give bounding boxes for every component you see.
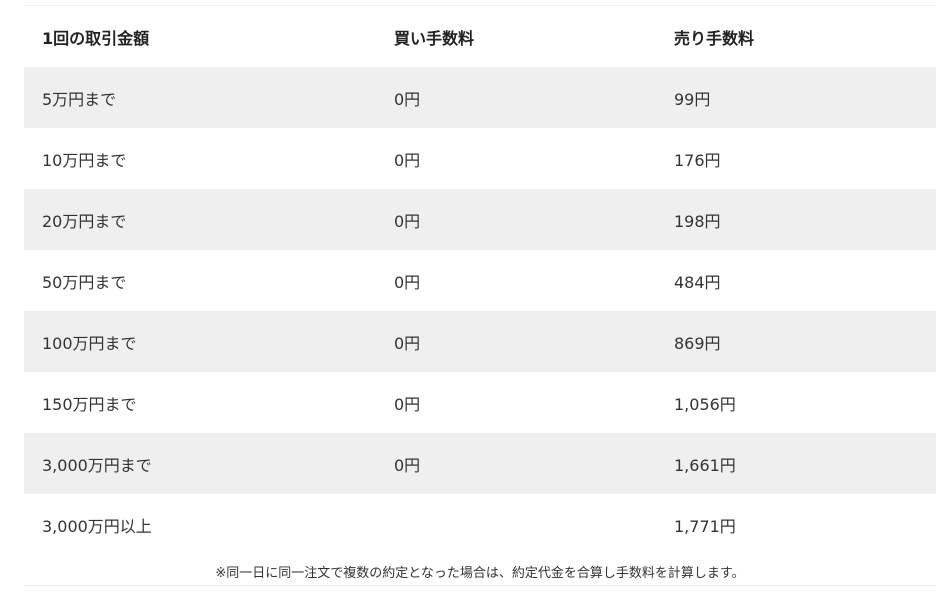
table-row: 100万円まで 0円 869円	[24, 311, 936, 372]
cell-trade-amount: 100万円まで	[42, 333, 137, 353]
cell-buy-fee: 0円	[394, 150, 421, 170]
cell-trade-amount: 10万円まで	[42, 150, 127, 170]
table-header-row: 1回の取引金額 買い手数料 売り手数料	[24, 6, 936, 67]
table-row: 20万円まで 0円 198円	[24, 189, 936, 250]
cell-sell-fee: 198円	[674, 211, 721, 231]
header-sell-fee: 売り手数料	[674, 28, 755, 48]
table-row: 5万円まで 0円 99円	[24, 67, 936, 128]
cell-trade-amount: 50万円まで	[42, 272, 127, 292]
cell-sell-fee: 1,056円	[674, 394, 736, 414]
cell-trade-amount: 5万円まで	[42, 89, 117, 109]
cell-sell-fee: 1,771円	[674, 516, 736, 536]
cell-trade-amount: 3,000万円以上	[42, 516, 152, 536]
cell-buy-fee: 0円	[394, 333, 421, 353]
cell-sell-fee: 869円	[674, 333, 721, 353]
cell-sell-fee: 1,661円	[674, 455, 736, 475]
cell-buy-fee: 0円	[394, 211, 421, 231]
cell-buy-fee	[376, 494, 656, 555]
table-row: 50万円まで 0円 484円	[24, 250, 936, 311]
cell-buy-fee: 0円	[394, 455, 421, 475]
cell-sell-fee: 176円	[674, 150, 721, 170]
divider	[24, 585, 936, 586]
header-trade-amount: 1回の取引金額	[42, 28, 150, 48]
cell-sell-fee: 99円	[674, 89, 711, 109]
fee-table-container: 1回の取引金額 買い手数料 売り手数料 5万円まで 0円 99円 10万円まで 0円 17…	[24, 5, 936, 555]
table-row: 3,000万円以上 1,771円	[24, 494, 936, 555]
header-buy-fee: 買い手数料	[394, 28, 475, 48]
fee-table: 1回の取引金額 買い手数料 売り手数料 5万円まで 0円 99円 10万円まで 0円 17…	[24, 6, 936, 555]
cell-buy-fee: 0円	[394, 89, 421, 109]
cell-sell-fee: 484円	[674, 272, 721, 292]
footnote: ※同一日に同一注文で複数の約定となった場合は、約定代金を合算し手数料を計算します…	[215, 566, 745, 581]
cell-buy-fee: 0円	[394, 272, 421, 292]
cell-trade-amount: 20万円まで	[42, 211, 127, 231]
cell-buy-fee: 0円	[394, 394, 421, 414]
table-row: 150万円まで 0円 1,056円	[24, 372, 936, 433]
table-row: 10万円まで 0円 176円	[24, 128, 936, 189]
cell-trade-amount: 3,000万円まで	[42, 455, 152, 475]
cell-trade-amount: 150万円まで	[42, 394, 137, 414]
table-row: 3,000万円まで 0円 1,661円	[24, 433, 936, 494]
